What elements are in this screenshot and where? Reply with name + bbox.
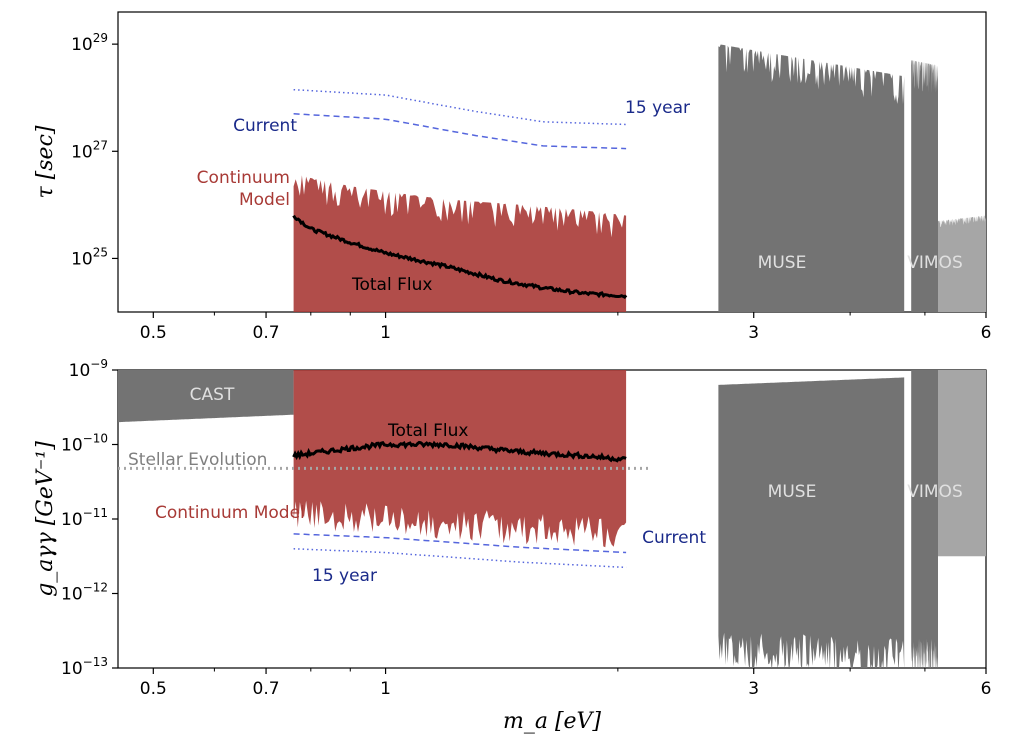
label-continuum-bottom: Continuum Model xyxy=(155,503,305,523)
bottom-marks xyxy=(118,370,986,668)
top-y-tick-label-1: 1027 xyxy=(71,138,108,162)
top-series-muse xyxy=(718,44,905,312)
top-y-axis-title: τ [sec] xyxy=(33,125,58,198)
bottom-x-tick-label-2: 1 xyxy=(380,679,391,699)
bottom-x-tick-label-1: 0.7 xyxy=(253,679,280,699)
bottom-series-continuum-model xyxy=(293,370,627,548)
bottom-annotations: CAST Total Flux Stellar Evolution Contin… xyxy=(128,385,963,586)
top-series-band-5 xyxy=(911,60,938,312)
top-y-tick-label-2: 1029 xyxy=(71,31,108,55)
bottom-series-current xyxy=(293,533,627,554)
top-series-15-year xyxy=(293,88,627,126)
top-x-tick-label-1: 0.7 xyxy=(253,323,280,343)
x-axis-title: m_a [eV] xyxy=(503,709,601,734)
top-y-tick-label-0: 1025 xyxy=(71,245,108,269)
label-totalflux-top: Total Flux xyxy=(351,275,432,295)
label-model-top: Model xyxy=(239,190,290,210)
label-vimos-top: VIMOS xyxy=(907,253,962,273)
bottom-series-band-7 xyxy=(911,370,938,668)
label-current-top: Current xyxy=(233,116,297,136)
label-15year-top: 15 year xyxy=(625,98,690,118)
label-stellar-evolution: Stellar Evolution xyxy=(128,450,267,470)
bottom-series-vimos xyxy=(938,370,986,557)
top-ticks: 0.5 0.7 1 3 6 1025 1027 1029 xyxy=(71,31,991,343)
top-series-vimos xyxy=(938,215,986,312)
top-series-current xyxy=(293,113,627,150)
top-series-continuum-model xyxy=(293,175,627,312)
bottom-x-tick-label-0: 0.5 xyxy=(140,679,167,699)
label-totalflux-bottom: Total Flux xyxy=(387,421,468,441)
top-x-tick-label-2: 1 xyxy=(380,323,391,343)
top-x-tick-label-3: 3 xyxy=(748,323,759,343)
bottom-series-total-flux xyxy=(292,440,627,463)
bottom-x-tick-label-4: 6 xyxy=(981,679,992,699)
top-x-tick-label-4: 6 xyxy=(981,323,992,343)
bottom-series-15-year xyxy=(293,548,627,569)
bottom-y-tick-label-3: 10−10 xyxy=(61,432,108,456)
bottom-x-tick-label-3: 3 xyxy=(748,679,759,699)
label-current-bottom: Current xyxy=(642,528,706,548)
label-15year-bottom: 15 year xyxy=(312,566,377,586)
top-annotations: Current 15 year Continuum Model Total Fl… xyxy=(197,98,963,295)
label-muse-top: MUSE xyxy=(758,253,807,273)
label-cast: CAST xyxy=(190,385,235,405)
bottom-y-tick-label-0: 10−13 xyxy=(61,655,108,679)
bottom-series-muse xyxy=(718,377,905,668)
top-panel: 0.5 0.7 1 3 6 1025 1027 1029 τ [sec] xyxy=(33,11,991,343)
top-series-total-flux xyxy=(292,214,628,299)
bottom-panel: 0.5 0.7 1 3 6 10−13 10−12 10−11 10−10 10−9 g_aγγ … xyxy=(33,357,991,734)
bottom-ticks: 0.5 0.7 1 3 6 10−13 10−12 10−11 10−10 10−9 xyxy=(61,357,991,699)
label-continuum-top: Continuum xyxy=(197,168,290,188)
bottom-y-tick-label-4: 10−9 xyxy=(69,357,108,381)
bottom-y-tick-label-2: 10−11 xyxy=(61,506,108,530)
bottom-y-tick-label-1: 10−12 xyxy=(61,581,108,605)
label-vimos-bottom: VIMOS xyxy=(907,482,962,502)
bottom-y-axis-title: g_aγγ [GeV⁻¹] xyxy=(33,441,58,597)
top-marks xyxy=(292,44,986,312)
label-muse-bottom: MUSE xyxy=(768,482,817,502)
bottom-series-cast xyxy=(118,370,294,423)
top-x-tick-label-0: 0.5 xyxy=(140,323,167,343)
